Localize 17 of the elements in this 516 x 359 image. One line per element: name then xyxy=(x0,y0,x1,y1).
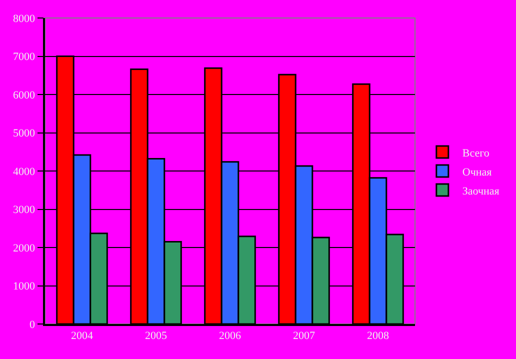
y-tick-label: 8000 xyxy=(13,12,36,25)
x-tick-label: 2008 xyxy=(367,330,390,342)
y-tick-label: 3000 xyxy=(13,204,36,216)
y-tick-label: 4000 xyxy=(13,166,36,178)
y-tick-label: 2000 xyxy=(13,242,36,254)
y-tick-label: 1000 xyxy=(13,280,36,293)
x-tick-label: 2006 xyxy=(219,330,242,342)
legend-label: Заочная xyxy=(462,185,500,198)
legend-label: Всего xyxy=(462,147,490,160)
x-tick-label: 2007 xyxy=(293,330,316,342)
y-tick-label: 7000 xyxy=(13,51,36,64)
y-tick-label: 5000 xyxy=(13,128,36,140)
legend-label: Очная xyxy=(462,166,492,178)
x-tick-label: 2004 xyxy=(71,330,94,342)
y-tick-label: 6000 xyxy=(13,89,36,102)
y-tick-label: 0 xyxy=(30,318,36,331)
x-tick-label: 2005 xyxy=(145,330,168,342)
